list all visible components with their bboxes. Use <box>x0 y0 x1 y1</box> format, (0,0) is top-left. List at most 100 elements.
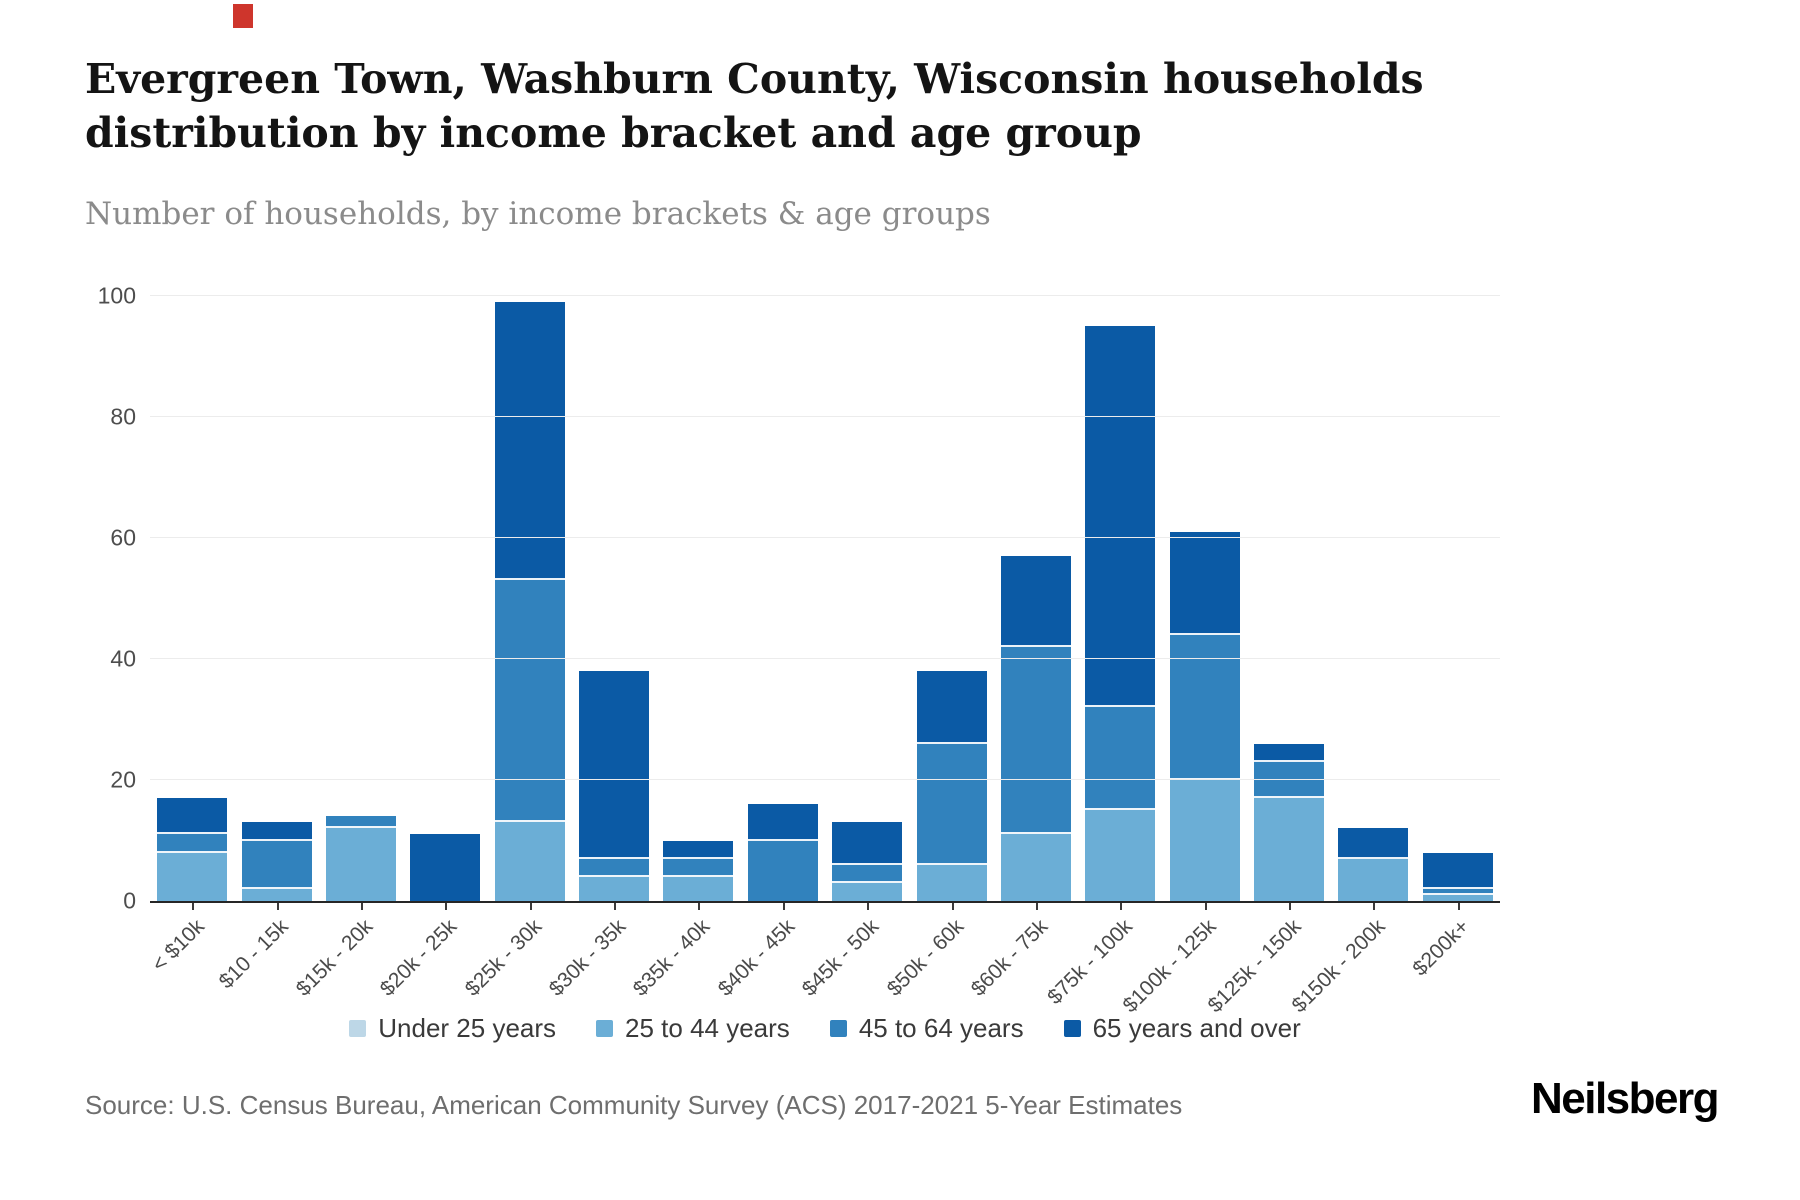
bar-slot: $150k - 200k <box>1288 296 1415 1017</box>
bar-segment[interactable] <box>832 822 903 865</box>
x-axis-tick-label: $200k+ <box>1408 915 1475 981</box>
bar[interactable] <box>747 296 818 901</box>
bar-segment[interactable] <box>1422 894 1493 901</box>
red-mark <box>233 4 253 28</box>
x-axis-tick <box>1373 903 1376 910</box>
bar-segment[interactable] <box>1254 761 1325 799</box>
bar-slot: $125k - 150k <box>1203 296 1331 1017</box>
x-axis-tick <box>951 903 954 910</box>
bar-segment[interactable] <box>241 888 312 901</box>
bar-segment[interactable] <box>157 798 228 835</box>
bar-segment[interactable] <box>832 864 903 883</box>
y-axis-tick-label: 0 <box>123 887 136 914</box>
bar-segment[interactable] <box>1338 828 1409 859</box>
bar[interactable] <box>1338 296 1409 901</box>
bar[interactable] <box>1422 296 1493 901</box>
bar-segment[interactable] <box>1085 326 1156 708</box>
y-axis-tick-label: 20 <box>110 766 136 793</box>
legend-label: 25 to 44 years <box>625 1012 790 1043</box>
bar-segment[interactable] <box>1000 556 1071 647</box>
bar-segment[interactable] <box>1169 634 1240 780</box>
bar[interactable] <box>1254 296 1325 901</box>
y-axis-tick-label: 40 <box>110 645 136 672</box>
bar-slot: $25k - 30k <box>460 296 572 1001</box>
bar-segment[interactable] <box>1422 888 1493 895</box>
x-axis-tick-label: $10 - 15k <box>214 915 293 994</box>
x-axis-tick-label: $50k - 60k <box>882 915 968 1001</box>
x-axis-tick <box>1204 903 1207 910</box>
legend-item[interactable]: 65 years and over <box>1063 1013 1301 1044</box>
x-axis-tick <box>1120 903 1123 910</box>
x-axis-tick-label: $60k - 75k <box>966 915 1053 1001</box>
x-axis-tick-label: $25k - 30k <box>460 915 546 1001</box>
bar-slot: $100k - 125k <box>1119 296 1247 1017</box>
bar-segment[interactable] <box>494 580 565 823</box>
x-axis-tick <box>782 903 785 910</box>
bar[interactable] <box>663 296 734 901</box>
bar-segment[interactable] <box>916 743 987 865</box>
bar-segment[interactable] <box>916 671 987 744</box>
bar-segment[interactable] <box>663 858 734 877</box>
legend-label: Under 25 years <box>378 1012 557 1043</box>
bar-segment[interactable] <box>157 852 228 901</box>
source-note: Source: U.S. Census Bureau, American Com… <box>85 1090 1183 1120</box>
bar-segment[interactable] <box>916 864 987 901</box>
bar-segment[interactable] <box>832 882 903 901</box>
x-axis-tick-label: $20k - 25k <box>375 915 462 1001</box>
bar[interactable] <box>916 296 987 901</box>
x-axis-tick <box>445 903 448 910</box>
bar[interactable] <box>157 296 228 901</box>
x-axis-tick <box>1457 903 1460 910</box>
legend-item[interactable]: Under 25 years <box>349 1013 556 1044</box>
bar-segment[interactable] <box>579 671 650 859</box>
bar-slot: $75k - 100k <box>1043 296 1162 1009</box>
x-axis-tick <box>360 903 363 910</box>
bar-segment[interactable] <box>494 822 565 901</box>
bar-segment[interactable] <box>157 834 228 853</box>
bar-segment[interactable] <box>241 822 312 841</box>
bar-segment[interactable] <box>1169 531 1240 635</box>
legend-item[interactable]: 25 to 44 years <box>596 1013 790 1044</box>
bar-segment[interactable] <box>1254 798 1325 901</box>
bar-slot: $200k+ <box>1409 296 1500 980</box>
x-axis-tick <box>276 903 279 910</box>
x-axis-tick <box>867 903 870 910</box>
bar-segment[interactable] <box>1085 707 1156 811</box>
bar-segment[interactable] <box>1169 780 1240 901</box>
gridline <box>150 658 1500 659</box>
bar-segment[interactable] <box>747 804 818 841</box>
bar[interactable] <box>325 296 396 901</box>
bar-segment[interactable] <box>494 302 565 581</box>
bar-segment[interactable] <box>325 828 396 901</box>
legend-item[interactable]: 45 to 64 years <box>829 1013 1024 1044</box>
bar-segment[interactable] <box>1000 834 1071 901</box>
legend: Under 25 years 25 to 44 years 45 to 64 yea… <box>150 1006 1500 1050</box>
bar[interactable] <box>1169 296 1240 901</box>
bar[interactable] <box>832 296 903 901</box>
bar[interactable] <box>410 296 481 901</box>
bar-segment[interactable] <box>663 876 734 901</box>
bars-row: < $10k $10 - 15k $15k - 20k $20k - 25k $25k … <box>147 296 1500 1017</box>
bar-segment[interactable] <box>410 834 481 901</box>
bar-segment[interactable] <box>747 840 818 901</box>
bar-segment[interactable] <box>579 858 650 877</box>
gridline <box>150 537 1500 538</box>
bar-segment[interactable] <box>1000 646 1071 835</box>
bar[interactable] <box>1000 296 1071 901</box>
bar-segment[interactable] <box>241 840 312 889</box>
bar-segment[interactable] <box>1422 852 1493 889</box>
legend-swatch <box>829 1019 847 1037</box>
x-axis-tick-label: < $10k <box>147 915 209 977</box>
y-axis-tick-label: 100 <box>97 282 136 309</box>
bar[interactable] <box>1085 296 1156 901</box>
bar-segment[interactable] <box>579 876 650 901</box>
bar-segment[interactable] <box>1338 858 1409 901</box>
x-axis-tick <box>529 903 532 910</box>
bar-segment[interactable] <box>1254 743 1325 762</box>
bar[interactable] <box>494 296 565 901</box>
bar-segment[interactable] <box>1085 810 1156 901</box>
bar-segment[interactable] <box>663 840 734 859</box>
bar[interactable] <box>241 296 312 901</box>
bar-segment[interactable] <box>325 816 396 829</box>
bar[interactable] <box>579 296 650 901</box>
